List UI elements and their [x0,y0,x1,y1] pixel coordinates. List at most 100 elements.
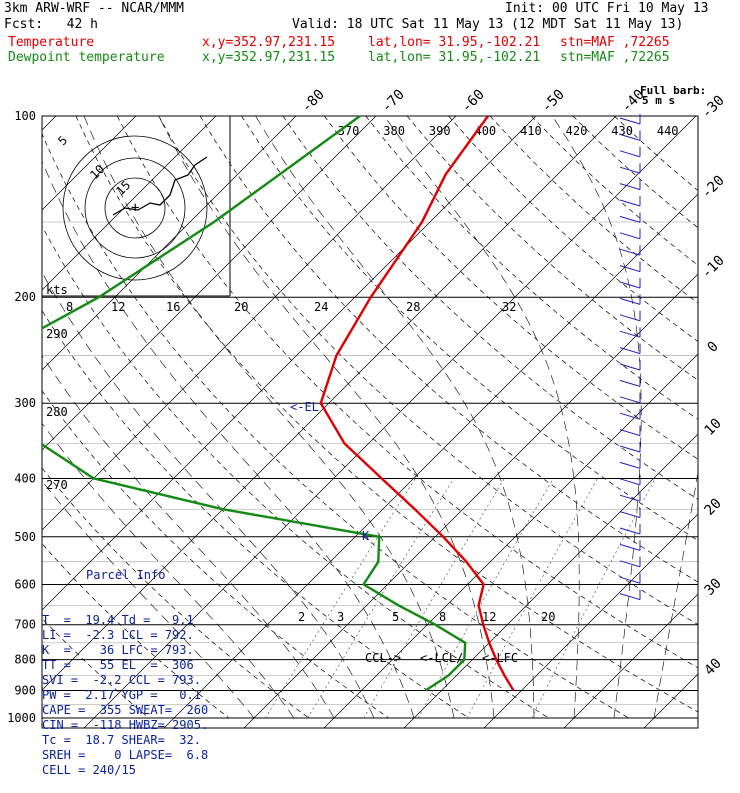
parcel-info-row: CIN = -118 HWBZ= 2905. [42,718,230,733]
hodograph-center: + [131,200,139,216]
theta-label: 430 [611,124,633,138]
theta-label: 280 [46,405,68,419]
isotherm-line [324,116,740,728]
pressure-label: 200 [14,290,36,304]
dry-adiabat-line [407,116,740,718]
dry-adiabat-line [159,116,740,718]
theta-label: 440 [657,124,679,138]
dry-adiabat-line [531,116,740,718]
lfc-marker: <-LFC [482,651,518,665]
pressure-label: 1000 [7,711,36,725]
theta-label: 410 [520,124,542,138]
mixing-ratio-label: 3 [337,610,344,624]
wind-barb [620,216,640,222]
wind-barb [620,348,640,354]
wind-barb [620,380,640,386]
wind-barb [620,167,640,173]
mixing-ratio-label: 16 [166,300,180,314]
mixing-ratio-line [308,478,454,718]
pressure-label: 100 [14,109,36,123]
parcel-info-row: Tc = 18.7 SHEAR= 32. [42,733,230,748]
wind-barb [620,298,640,304]
wind-barb [620,364,640,370]
isotherm-label: 0 [705,339,722,356]
mixing-ratio-label: 2 [298,610,305,624]
theta-label: 270 [46,478,68,492]
pressure-label: 700 [14,618,36,632]
parcel-info-row: SVI = -2.2 CCL = 793. [42,673,230,688]
wind-barb [620,151,640,157]
isotherm-label: 10 [702,416,725,439]
parcel-info-row: TT = 55 EL = 306 [42,658,230,673]
parcel-info-row: CAPE = 355 SWEAT= 260 [42,703,230,718]
dry-adiabat-line [283,116,740,718]
dry-adiabat-line [200,116,740,718]
parcel-info-row: LI = -2.3 LCL = 792. [42,628,230,643]
mixing-ratio-label: 24 [314,300,328,314]
wind-barb [620,397,640,403]
dry-adiabat-line [366,116,740,718]
el-marker: <-EL [290,400,319,414]
wind-barb [620,200,640,206]
wind-barb [620,413,640,419]
mixing-ratio-label: 32 [502,300,516,314]
theta-label: 290 [46,327,68,341]
isotherm-line [724,116,740,728]
isotherm-label: 20 [702,496,725,519]
mixing-ratio-label: 20 [234,300,248,314]
mixing-ratio-label: 5 [392,610,399,624]
theta-label: 390 [429,124,451,138]
isotherm-label: -80 [299,87,328,116]
mixing-ratio-label: 12 [482,610,496,624]
mixing-ratio-line [467,478,597,718]
wind-barb [620,528,640,534]
theta-label: 420 [566,124,588,138]
pressure-label: 600 [14,577,36,591]
lcl-marker: <-LCL/ [420,651,463,665]
parcel-info-row: CELL = 240/15 [42,763,230,778]
pressure-label: 900 [14,683,36,697]
wind-barb [620,282,640,288]
isotherm-line [484,116,740,728]
mixing-ratio-label: 28 [406,300,420,314]
moist-adiabat-line [552,116,641,718]
isotherm-line [244,116,740,728]
isotherm-line [644,116,740,728]
dry-adiabat-line [449,116,740,718]
dry-adiabat-line [490,116,740,718]
wind-barb [620,479,640,485]
pressure-label: 800 [14,653,36,667]
wind-barb [620,430,640,436]
parcel-info-title: Parcel Info [42,568,230,583]
moist-adiabat-line [654,116,728,718]
isotherm-label: -70 [379,87,408,116]
hodograph-ring-label: 10 [87,162,107,182]
mixing-ratio-line [265,478,415,718]
isotherm-label: -60 [459,87,488,116]
pressure-label: 400 [14,471,36,485]
wind-barb [620,233,640,239]
wind-barb [620,495,640,501]
dry-adiabat-line [324,116,740,718]
wind-barb [620,462,640,468]
mixing-ratio-label: 12 [111,300,125,314]
parcel-info-row: K = 36 LFC = 793. [42,643,230,658]
mixing-ratio-label: 20 [541,610,555,624]
theta-label: 380 [383,124,405,138]
hodograph-ring-label: 15 [113,178,133,198]
parcel-info-row: PW = 2.17 YGP = 0.1 [42,688,230,703]
wind-barb [620,315,640,321]
dry-adiabat-line [242,116,740,718]
isotherm-label: 40 [702,656,725,679]
isotherm-label: -20 [699,173,728,202]
parcel-info-row: SREH = 0 LAPSE= 6.8 [42,748,230,763]
mixing-ratio-label: 8 [439,610,446,624]
hodograph-ring-label: 5 [55,133,70,148]
parcel-info-row: T = 19.4 Td = 9.1 [42,613,230,628]
full-barb-value: 5 m s [642,94,675,107]
hodograph-units: kts [46,283,68,297]
pressure-label: 300 [14,396,36,410]
wind-barb [620,249,640,255]
isotherm-label: -10 [699,253,728,282]
